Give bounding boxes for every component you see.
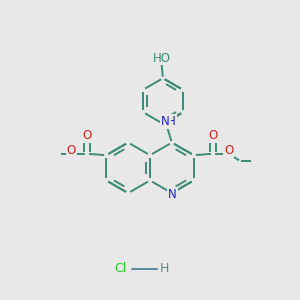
Text: Cl: Cl [114,262,126,275]
Text: O: O [82,129,92,142]
Text: N: N [168,188,177,201]
Text: H: H [167,115,176,128]
Text: HO: HO [152,52,170,64]
Text: H: H [160,262,170,275]
Text: O: O [224,144,233,157]
Text: N: N [161,115,170,128]
Text: O: O [208,129,218,142]
Text: O: O [67,144,76,157]
